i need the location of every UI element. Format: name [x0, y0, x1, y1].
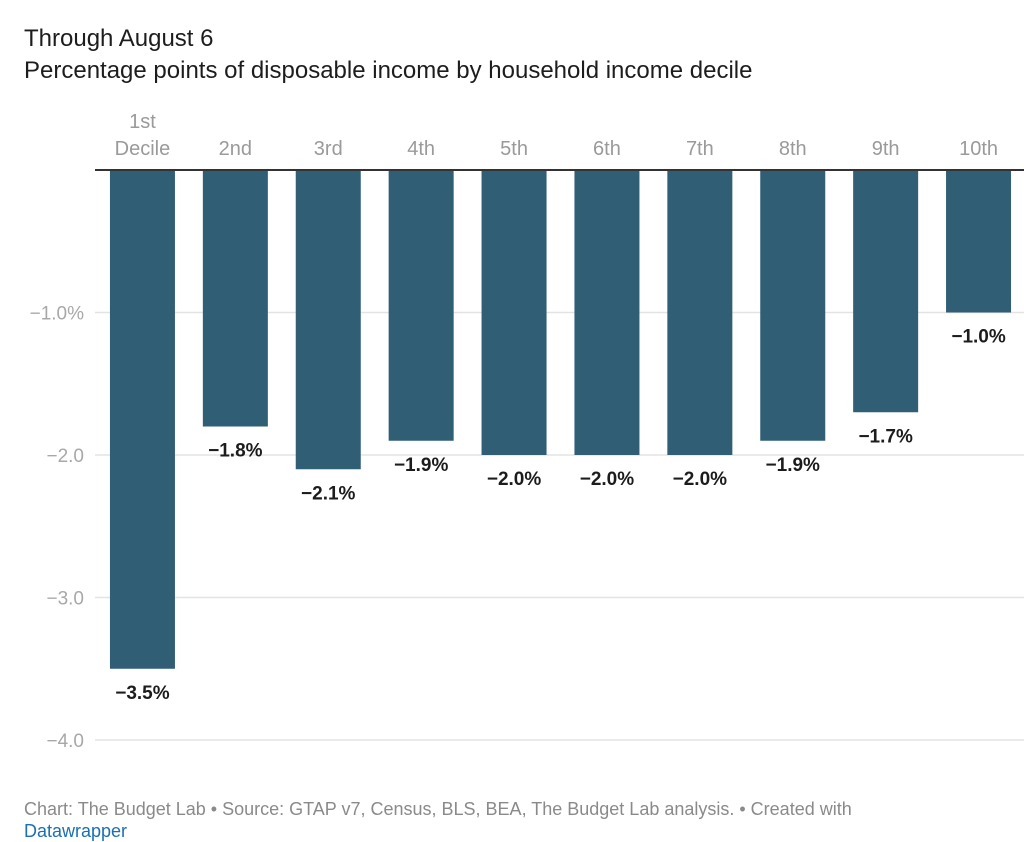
- y-tick-label: −2.0: [46, 446, 84, 467]
- x-tick-label: 10th: [959, 138, 998, 160]
- x-tick-label: 5th: [500, 138, 528, 160]
- bar: [202, 170, 268, 427]
- data-label: −1.8%: [208, 441, 263, 462]
- bar: [760, 170, 826, 441]
- bar: [295, 170, 361, 470]
- x-tick-label: 9th: [872, 138, 900, 160]
- y-tick-label: −4.0: [46, 731, 84, 752]
- bar-chart: 1st Decile 2nd 3rd 4th 5th 6th 7th 8th 9th 10th −1…: [30, 111, 1024, 753]
- bar: [946, 170, 1012, 313]
- x-tick-label: 1st: [129, 111, 156, 133]
- x-tick-label: 8th: [779, 138, 807, 160]
- x-tick-label: 7th: [686, 138, 714, 160]
- bar: [109, 170, 175, 669]
- data-label: −2.0%: [487, 469, 542, 490]
- data-label: −1.9%: [766, 455, 821, 476]
- data-label: −3.5%: [115, 683, 170, 704]
- bar: [388, 170, 454, 441]
- x-tick-label: 3rd: [314, 138, 343, 160]
- source-note: Chart: The Budget Lab • Source: GTAP v7,…: [24, 799, 852, 819]
- x-tick-label: 6th: [593, 138, 621, 160]
- chart-subtitle: Percentage points of disposable income b…: [24, 57, 753, 84]
- chart-title: Through August 6: [24, 25, 214, 52]
- datawrapper-link[interactable]: Datawrapper: [24, 821, 128, 841]
- data-labels: −3.5% −1.8% −2.1% −1.9% −2.0% −2.0% −2.0% −1.9%…: [115, 327, 1006, 704]
- y-tick-label: −1.0%: [30, 304, 85, 325]
- x-tick-label: 4th: [407, 138, 435, 160]
- data-label: −1.0%: [951, 327, 1006, 348]
- bar: [667, 170, 733, 455]
- data-label: −1.9%: [394, 455, 449, 476]
- x-axis-labels: 1st Decile 2nd 3rd 4th 5th 6th 7th 8th 9th 10th: [115, 111, 998, 160]
- chart-footer: Chart: The Budget Lab • Source: GTAP v7,…: [24, 798, 1014, 842]
- y-axis-labels: −1.0% −2.0 −3.0 −4.0: [30, 304, 85, 753]
- y-tick-label: −3.0: [46, 589, 84, 610]
- bar: [574, 170, 640, 455]
- data-label: −1.7%: [858, 426, 913, 447]
- bars: [109, 170, 1012, 669]
- bar: [481, 170, 547, 455]
- bar: [853, 170, 919, 413]
- data-label: −2.0%: [580, 469, 635, 490]
- data-label: −2.1%: [301, 483, 356, 504]
- x-tick-label: 2nd: [219, 138, 252, 160]
- x-tick-label: Decile: [115, 138, 171, 160]
- data-label: −2.0%: [673, 469, 728, 490]
